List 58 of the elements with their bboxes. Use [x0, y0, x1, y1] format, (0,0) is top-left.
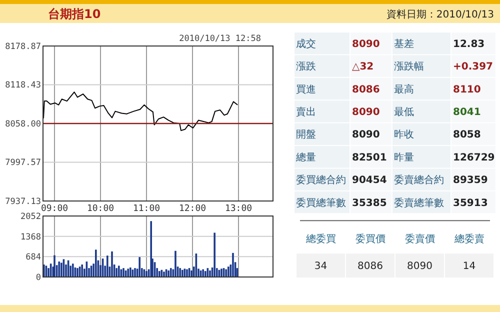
- text: △32: [352, 62, 374, 73]
- text: 賣出: [296, 106, 316, 118]
- text: 昨收: [394, 128, 414, 141]
- y-tick-label: 2052: [20, 212, 41, 222]
- y-tick-label: 8178.87: [5, 42, 41, 52]
- chart-title: 台期指10: [48, 7, 101, 22]
- y-tick-label: 1368: [20, 232, 41, 242]
- text: 8090: [352, 130, 380, 141]
- text: +0.397: [453, 62, 494, 73]
- text: 開盤: [296, 128, 316, 141]
- text: 8090: [407, 261, 432, 272]
- text: 35913: [453, 198, 488, 209]
- text: 總委賣: [453, 233, 484, 246]
- text: 最低: [394, 106, 414, 118]
- text: 委買價: [355, 233, 386, 246]
- text: 總量: [295, 151, 316, 164]
- text: 35385: [352, 198, 387, 209]
- text: 最高: [394, 83, 414, 96]
- y-tick-label: 684: [26, 252, 41, 263]
- x-tick-label: 12:00: [178, 204, 206, 214]
- text: 資料日期：2010/10/13: [386, 8, 494, 20]
- text: 8090: [352, 38, 380, 50]
- text: 8058: [453, 130, 481, 141]
- text: 90454: [352, 175, 387, 186]
- y-tick-label: 8058.00: [5, 119, 41, 130]
- text: 12.83: [453, 38, 485, 50]
- text: 8110: [453, 84, 481, 96]
- text: 成交: [296, 38, 316, 50]
- text: 委賣價: [404, 233, 435, 246]
- text: 8086: [358, 261, 383, 272]
- text: 126729: [453, 152, 495, 164]
- text: 基差: [394, 38, 414, 50]
- text: 8090: [352, 106, 380, 118]
- text: 昨量: [394, 151, 414, 164]
- text: 8086: [352, 84, 380, 96]
- y-tick-label: 0: [36, 272, 41, 283]
- text: 漲跌: [296, 60, 316, 73]
- text: 2010/10/13 12:58: [179, 34, 261, 44]
- text: 82501: [352, 152, 387, 164]
- line-series: [42, 92, 238, 132]
- x-tick-label: 13:00: [224, 204, 252, 214]
- text: 漲跌幅: [394, 60, 424, 73]
- y-tick-label: 7937.13: [5, 196, 41, 207]
- x-tick-label: 10:00: [86, 204, 114, 214]
- text: 委賣總合約: [394, 174, 444, 186]
- x-tick-label: 09:00: [40, 204, 68, 214]
- y-tick-label: 7997.57: [5, 158, 41, 168]
- text: 總委買: [304, 233, 336, 246]
- y-tick-label: 8118.43: [5, 80, 41, 91]
- text: 委買總筆數: [296, 196, 346, 209]
- text: 89359: [453, 175, 488, 186]
- text: 委買總合約: [296, 174, 346, 186]
- text: 委賣總筆數: [394, 196, 444, 209]
- x-tick-label: 11:00: [132, 204, 160, 214]
- text: 14: [462, 261, 476, 272]
- text: 34: [314, 261, 328, 272]
- text: 買進: [296, 83, 316, 96]
- text: 8041: [453, 106, 481, 118]
